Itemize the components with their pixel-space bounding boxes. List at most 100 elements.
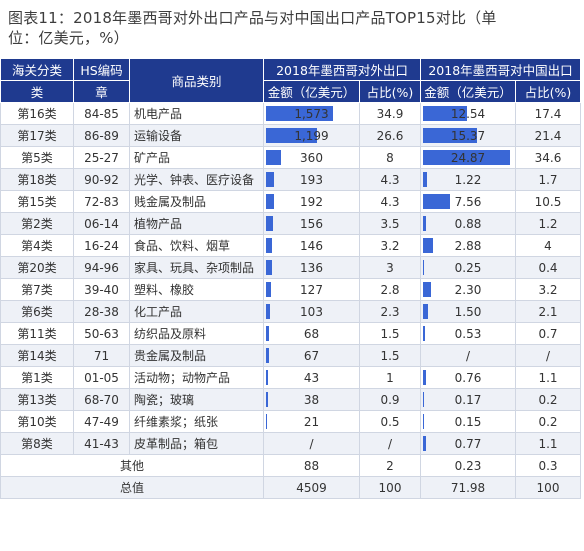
cell-china-amount: 24.87 [420,146,516,169]
cell-value: 1,573 [294,106,329,121]
table-row: 第11类 50-63 纺织品及原料 68 1.5 0.53 0.7 [0,322,581,345]
table-row: 第1类 01-05 活动物；动物产品 43 1 0.76 1.1 [0,366,581,389]
data-bar [266,282,272,297]
cell-hs: 25-27 [73,146,130,169]
cell-category: 植物产品 [129,212,264,235]
data-bar [423,260,424,275]
cell-class: 第7类 [0,278,74,301]
cell-hs: 28-38 [73,300,130,323]
data-bar [266,414,267,429]
cell-category: 纤维素浆；纸张 [129,410,264,433]
cell-china-amount: 2.88 [420,234,516,257]
data-bar [266,128,317,143]
export-comparison-table: 海关分类 HS编码 商品类别 2018年墨西哥对外出口 2018年墨西哥对中国出… [0,58,581,499]
data-bar [266,348,269,363]
cell-china-share: 17.4 [515,102,581,125]
header-chapter-sub: 章 [73,80,130,103]
cell-world-share: 8 [359,146,421,169]
row-total-label: 总值 [0,476,264,499]
cell-category: 纺织品及原料 [129,322,264,345]
cell-world-share: 3.2 [359,234,421,257]
row-total-world-share: 100 [359,476,421,499]
data-bar [266,106,333,121]
cell-hs: 41-43 [73,432,130,455]
cell-value: 0.53 [454,326,482,341]
cell-world-share: 1.5 [359,322,421,345]
cell-china-amount: 7.56 [420,190,516,213]
cell-hs: 47-49 [73,410,130,433]
cell-class: 第15类 [0,190,74,213]
cell-world-amount: 360 [263,146,360,169]
cell-category: 贵金属及制品 [129,344,264,367]
table-row: 第5类 25-27 矿产品 360 8 24.87 34.6 [0,146,581,169]
data-bar [423,106,468,121]
cell-class: 第20类 [0,256,74,279]
data-bar [423,150,511,165]
cell-world-amount: 21 [263,410,360,433]
data-bar [423,238,434,253]
cell-china-share: 0.2 [515,388,581,411]
cell-class: 第13类 [0,388,74,411]
cell-hs: 50-63 [73,322,130,345]
cell-china-amount: 12.54 [420,102,516,125]
data-bar [423,370,426,385]
cell-hs: 16-24 [73,234,130,257]
table-row: 第8类 41-43 皮革制品；箱包 / / 0.77 1.1 [0,432,581,455]
data-bar [423,172,428,187]
cell-world-amount: 68 [263,322,360,345]
cell-value: 146 [300,238,323,253]
cell-world-share: 4.3 [359,190,421,213]
table-row: 第16类 84-85 机电产品 1,573 34.9 12.54 17.4 [0,102,581,125]
table-row: 第17类 86-89 运输设备 1,199 26.6 15.37 21.4 [0,124,581,147]
cell-category: 运输设备 [129,124,264,147]
cell-china-share: 4 [515,234,581,257]
cell-world-share: 2.3 [359,300,421,323]
data-bar [266,326,269,341]
cell-world-share: 26.6 [359,124,421,147]
cell-hs: 06-14 [73,212,130,235]
cell-value: 360 [300,150,323,165]
table-row: 第7类 39-40 塑料、橡胶 127 2.8 2.30 3.2 [0,278,581,301]
data-bar [423,414,424,429]
table-title: 图表11：2018年墨西哥对外出口产品与对中国出口产品TOP15对比（单 位：亿… [0,0,584,48]
cell-class: 第1类 [0,366,74,389]
row-other: 其他 88 2 0.23 0.3 [0,454,581,477]
cell-china-share: 0.4 [515,256,581,279]
cell-category: 家具、玩具、杂项制品 [129,256,264,279]
cell-category: 陶瓷；玻璃 [129,388,264,411]
cell-category: 化工产品 [129,300,264,323]
cell-value: 1.50 [454,304,482,319]
cell-class: 第18类 [0,168,74,191]
row-other-label: 其他 [0,454,264,477]
table-row: 第6类 28-38 化工产品 103 2.3 1.50 2.1 [0,300,581,323]
header-world-export: 2018年墨西哥对外出口 [263,58,421,81]
cell-world-amount: 67 [263,344,360,367]
row-other-world-amount: 88 [263,454,360,477]
data-bar [423,216,427,231]
cell-class: 第5类 [0,146,74,169]
table-row: 第15类 72-83 贱金属及制品 192 4.3 7.56 10.5 [0,190,581,213]
data-bar [266,216,273,231]
cell-value: 43 [303,370,320,385]
cell-category: 矿产品 [129,146,264,169]
cell-china-share: 1.1 [515,432,581,455]
cell-category: 活动物；动物产品 [129,366,264,389]
cell-hs: 71 [73,344,130,367]
cell-china-amount: 0.77 [420,432,516,455]
cell-china-share: 1.7 [515,168,581,191]
data-bar [266,370,268,385]
cell-china-share: 0.2 [515,410,581,433]
cell-hs: 01-05 [73,366,130,389]
table-row: 第4类 16-24 食品、饮料、烟草 146 3.2 2.88 4 [0,234,581,257]
data-bar [266,304,271,319]
row-other-world-share: 2 [359,454,421,477]
cell-china-amount: 0.76 [420,366,516,389]
table-row: 第14类 71 贵金属及制品 67 1.5 / / [0,344,581,367]
cell-world-amount: 136 [263,256,360,279]
data-bar [423,392,424,407]
cell-china-amount: / [420,344,516,367]
cell-world-share: 34.9 [359,102,421,125]
cell-value: 103 [300,304,323,319]
row-other-china-amount: 0.23 [420,454,516,477]
cell-world-amount: 1,199 [263,124,360,147]
